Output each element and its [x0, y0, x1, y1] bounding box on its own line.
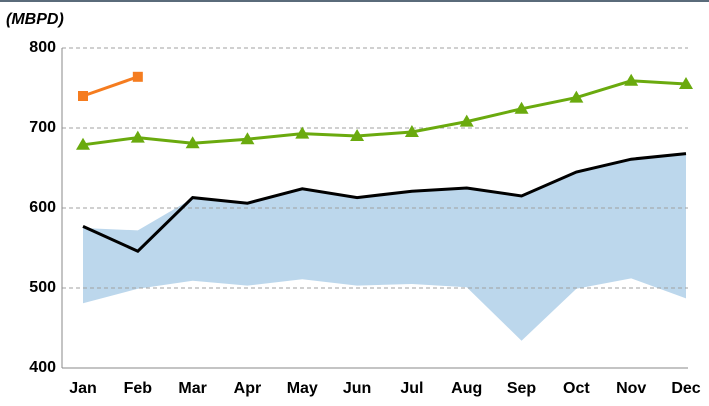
marker — [679, 77, 693, 89]
x-tick-label: Nov — [616, 380, 646, 397]
x-tick-label: May — [287, 380, 318, 397]
y-axis-label: (MBPD) — [6, 11, 64, 28]
series-line — [82, 75, 139, 98]
y-tick-label: 800 — [29, 39, 56, 56]
series-line — [82, 152, 687, 253]
marker — [76, 137, 90, 150]
x-tick-label: Apr — [234, 380, 262, 397]
marker — [240, 132, 255, 145]
y-tick-label: 700 — [29, 119, 56, 136]
series-line — [82, 79, 687, 147]
marker — [404, 125, 419, 137]
x-tick-label: Sep — [507, 380, 537, 397]
range-band — [83, 153, 686, 341]
marker — [459, 114, 474, 127]
y-tick-label: 600 — [29, 199, 56, 216]
marker — [514, 101, 529, 114]
x-tick-label: Dec — [671, 380, 700, 397]
x-tick-label: Oct — [563, 380, 590, 397]
x-tick-label: Aug — [451, 380, 482, 397]
y-tick-label: 400 — [29, 359, 56, 376]
x-tick-label: Jan — [69, 380, 97, 397]
marker — [185, 136, 200, 149]
x-tick-label: Jun — [343, 380, 371, 397]
marker — [130, 130, 145, 143]
y-tick-label: 500 — [29, 279, 56, 296]
marker — [569, 90, 584, 103]
x-tick-label: Jul — [400, 380, 423, 397]
marker — [624, 73, 639, 86]
marker — [295, 126, 310, 139]
x-tick-label: Mar — [178, 380, 206, 397]
x-tick-label: Feb — [124, 380, 153, 397]
marker — [132, 71, 143, 82]
marker — [78, 91, 88, 101]
marker — [350, 129, 365, 141]
